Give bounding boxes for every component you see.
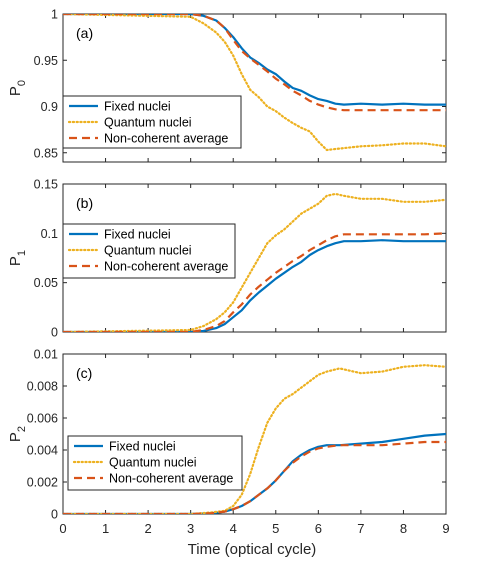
y-tick-label: 0.01 <box>34 348 58 362</box>
legend-label-quantum-nuclei: Quantum nuclei <box>104 116 192 130</box>
x-tick-label: 9 <box>442 521 449 536</box>
series-line-fixed-nuclei <box>63 239 446 332</box>
legend: Fixed nuclei Quantum nuclei Non-coherent a… <box>67 435 243 491</box>
y-axis-label-main: P <box>7 86 24 96</box>
series-line-quantum-nuclei <box>63 192 446 332</box>
y-tick-label: 0.004 <box>27 444 58 458</box>
panel-c: 0 0.002 0.004 0.006 0.008 0.01 P2 (c) Fixed nucl… <box>7 348 447 522</box>
y-tick-label: 0 <box>51 326 58 340</box>
series-line-non-coherent-average <box>63 440 446 514</box>
y-tick-label: 0.008 <box>27 380 58 394</box>
series-line-non-coherent-average <box>63 232 446 332</box>
legend-label-fixed-nuclei: Fixed nuclei <box>109 440 176 454</box>
x-tick-label: 0 <box>59 521 66 536</box>
y-tick-label: 0.05 <box>34 276 58 290</box>
panel-label: (c) <box>76 365 92 381</box>
legend: Fixed nuclei Quantum nuclei Non-coherent a… <box>62 223 236 279</box>
y-tick-label: 0.95 <box>34 54 58 68</box>
y-tick-label: 0.85 <box>34 146 58 160</box>
y-tick-label: 0.002 <box>27 476 58 490</box>
y-axis-label: P1 <box>7 250 28 266</box>
y-tick-label: 0.1 <box>41 227 58 241</box>
y-tick-label: 0.15 <box>34 178 58 192</box>
x-axis: 0 1 2 3 4 5 6 7 8 9 <box>59 521 449 536</box>
legend-label-quantum-nuclei: Quantum nuclei <box>109 456 197 470</box>
x-tick-label: 3 <box>187 521 194 536</box>
legend-label-fixed-nuclei: Fixed nuclei <box>104 228 171 242</box>
y-axis-label-subscript: 1 <box>16 250 28 256</box>
panel-label: (b) <box>76 195 93 211</box>
y-axis-label-main: P <box>7 256 24 266</box>
y-tick-label: 1 <box>51 8 58 22</box>
legend: Fixed nuclei Quantum nuclei Non-coherent a… <box>62 95 242 149</box>
series-line-quantum-nuclei <box>63 14 446 152</box>
legend-label-fixed-nuclei: Fixed nuclei <box>104 100 171 114</box>
y-axis-label-subscript: 0 <box>16 80 28 86</box>
x-tick-label: 2 <box>144 521 151 536</box>
y-axis-label: P0 <box>7 80 28 96</box>
panel-label: (a) <box>76 25 93 41</box>
x-tick-label: 7 <box>357 521 364 536</box>
x-tick-label: 4 <box>230 521 237 536</box>
x-tick-label: 6 <box>315 521 322 536</box>
legend-label-non-coherent-average: Non-coherent average <box>104 132 228 146</box>
y-axis-label-subscript: 2 <box>16 426 28 432</box>
y-tick-label: 0 <box>51 508 58 522</box>
y-axis-label-main: P <box>7 432 24 442</box>
x-tick-label: 5 <box>272 521 279 536</box>
y-tick-label: 0.9 <box>41 100 58 114</box>
x-tick-label: 1 <box>102 521 109 536</box>
panel-b: 0 0.05 0.1 0.15 P1 (b) Fixed nuclei Quantum nuc… <box>7 178 447 340</box>
legend-label-non-coherent-average: Non-coherent average <box>109 472 233 486</box>
y-axis-label: P2 <box>7 426 28 442</box>
x-axis-label: Time (optical cycle) <box>188 541 317 558</box>
y-tick-label: 0.006 <box>27 412 58 426</box>
series-line-quantum-nuclei <box>63 364 446 514</box>
x-tick-label: 8 <box>400 521 407 536</box>
panel-a: 0.85 0.9 0.95 1 P0 (a) Fixed nuclei Quantum nuc… <box>7 8 447 163</box>
legend-label-quantum-nuclei: Quantum nuclei <box>104 244 192 258</box>
legend-label-non-coherent-average: Non-coherent average <box>104 260 228 274</box>
series-line-non-coherent-average <box>63 14 446 112</box>
